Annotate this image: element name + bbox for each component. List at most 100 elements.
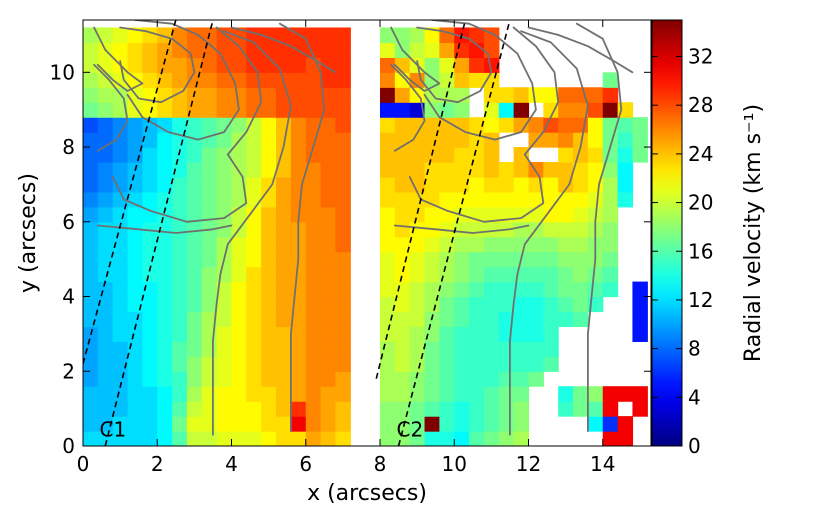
heatmap-cell	[335, 147, 351, 163]
heatmap-cell	[276, 341, 292, 357]
heatmap-cell	[320, 431, 337, 446]
heatmap-cell	[379, 416, 396, 432]
heatmap-cell	[409, 341, 426, 357]
heatmap-cell	[454, 221, 470, 238]
heatmap-cell	[186, 221, 203, 238]
heatmap-cell	[172, 416, 188, 432]
heatmap-cell	[157, 221, 173, 238]
heatmap-cell	[409, 72, 426, 88]
heatmap-cell	[216, 221, 233, 238]
heatmap-cell	[424, 356, 440, 372]
heatmap-cell	[379, 206, 396, 223]
heatmap-cell	[439, 176, 455, 193]
heatmap-cell	[379, 176, 396, 193]
heatmap-cell	[246, 176, 262, 193]
heatmap-cell	[276, 326, 292, 342]
x-tick-label: 8	[374, 452, 387, 476]
heatmap-cell	[587, 401, 604, 417]
heatmap-cell	[172, 102, 188, 118]
heatmap-cell	[439, 356, 455, 372]
heatmap-cell	[201, 266, 218, 283]
heatmap-cell	[498, 281, 515, 298]
heatmap-cell	[617, 117, 634, 133]
heatmap-cell	[112, 147, 129, 163]
heatmap-cell	[424, 386, 440, 402]
heatmap-cell	[528, 341, 544, 357]
heatmap-cell	[483, 431, 500, 446]
heatmap-cell	[172, 431, 188, 446]
heatmap-cell	[276, 132, 292, 148]
heatmap-cell	[97, 386, 114, 402]
heatmap-cell	[157, 57, 173, 73]
heatmap-cell	[454, 371, 470, 387]
heatmap-cell	[602, 236, 619, 253]
heatmap-cell	[112, 206, 129, 223]
heatmap-cell	[469, 386, 485, 402]
heatmap-cell	[498, 401, 515, 417]
heatmap-cell	[469, 162, 485, 178]
heatmap-cell	[127, 416, 143, 432]
heatmap-cell	[172, 236, 188, 253]
heatmap-cell	[424, 371, 440, 387]
heatmap-cell	[394, 147, 411, 163]
heatmap-cell	[172, 401, 188, 417]
heatmap-cell	[498, 416, 515, 432]
heatmap-cell	[157, 162, 173, 178]
heatmap-cell	[632, 117, 648, 133]
heatmap-cell	[379, 401, 396, 417]
heatmap-cell	[424, 117, 440, 133]
heatmap-cell	[617, 147, 634, 163]
heatmap-cell	[469, 176, 485, 193]
heatmap-cell	[142, 42, 158, 58]
heatmap-cell	[112, 326, 129, 342]
colorbar-tick-label: 8	[688, 337, 701, 361]
heatmap-cell	[83, 266, 99, 283]
heatmap-cell	[483, 102, 500, 118]
heatmap-cell	[469, 221, 485, 238]
heatmap-cell	[83, 57, 99, 73]
heatmap-cell	[186, 341, 203, 357]
heatmap-cell	[335, 132, 351, 148]
heatmap-cell	[513, 102, 530, 118]
heatmap-cell	[186, 57, 203, 73]
heatmap-cell	[97, 147, 114, 163]
heatmap-cell	[112, 311, 129, 328]
heatmap-cell	[201, 341, 218, 357]
heatmap-cell	[409, 371, 426, 387]
heatmap-cell	[587, 102, 604, 118]
heatmap-cell	[483, 416, 500, 432]
heatmap-cell	[528, 281, 544, 298]
heatmap-cell	[97, 221, 114, 238]
heatmap-cell	[201, 236, 218, 253]
heatmap-cell	[498, 102, 515, 118]
contour-line	[408, 26, 560, 223]
heatmap-cell	[394, 431, 411, 446]
heatmap-cell	[172, 251, 188, 268]
heatmap-cell	[231, 42, 247, 58]
heatmap-cell	[157, 356, 173, 372]
heatmap-cell	[498, 371, 515, 387]
heatmap-cell	[454, 147, 470, 163]
heatmap-cell	[261, 191, 277, 208]
heatmap-cell	[320, 162, 337, 178]
heatmap-cell	[290, 72, 307, 88]
heatmap-cell	[276, 356, 292, 372]
heatmap-cell	[483, 57, 500, 73]
heatmap-cell	[439, 117, 455, 133]
heatmap-cell	[558, 311, 574, 328]
heatmap-cell	[127, 117, 143, 133]
heatmap-cell	[201, 416, 218, 432]
heatmap-cell	[543, 206, 559, 223]
heatmap-cell	[83, 117, 99, 133]
axis-tick-marks	[82, 20, 651, 447]
heatmap-cell	[498, 251, 515, 268]
heatmap-cell	[617, 386, 634, 402]
heatmap-cell	[276, 176, 292, 193]
heatmap-cell	[394, 266, 411, 283]
colorbar-ticks: 0 4 8 12 16 20 24 28 32	[652, 45, 713, 458]
heatmap-cell	[127, 266, 143, 283]
heatmap-cell	[83, 236, 99, 253]
heatmap-cell	[246, 102, 262, 118]
heatmap-cell	[558, 87, 574, 103]
heatmap-cell	[276, 371, 292, 387]
